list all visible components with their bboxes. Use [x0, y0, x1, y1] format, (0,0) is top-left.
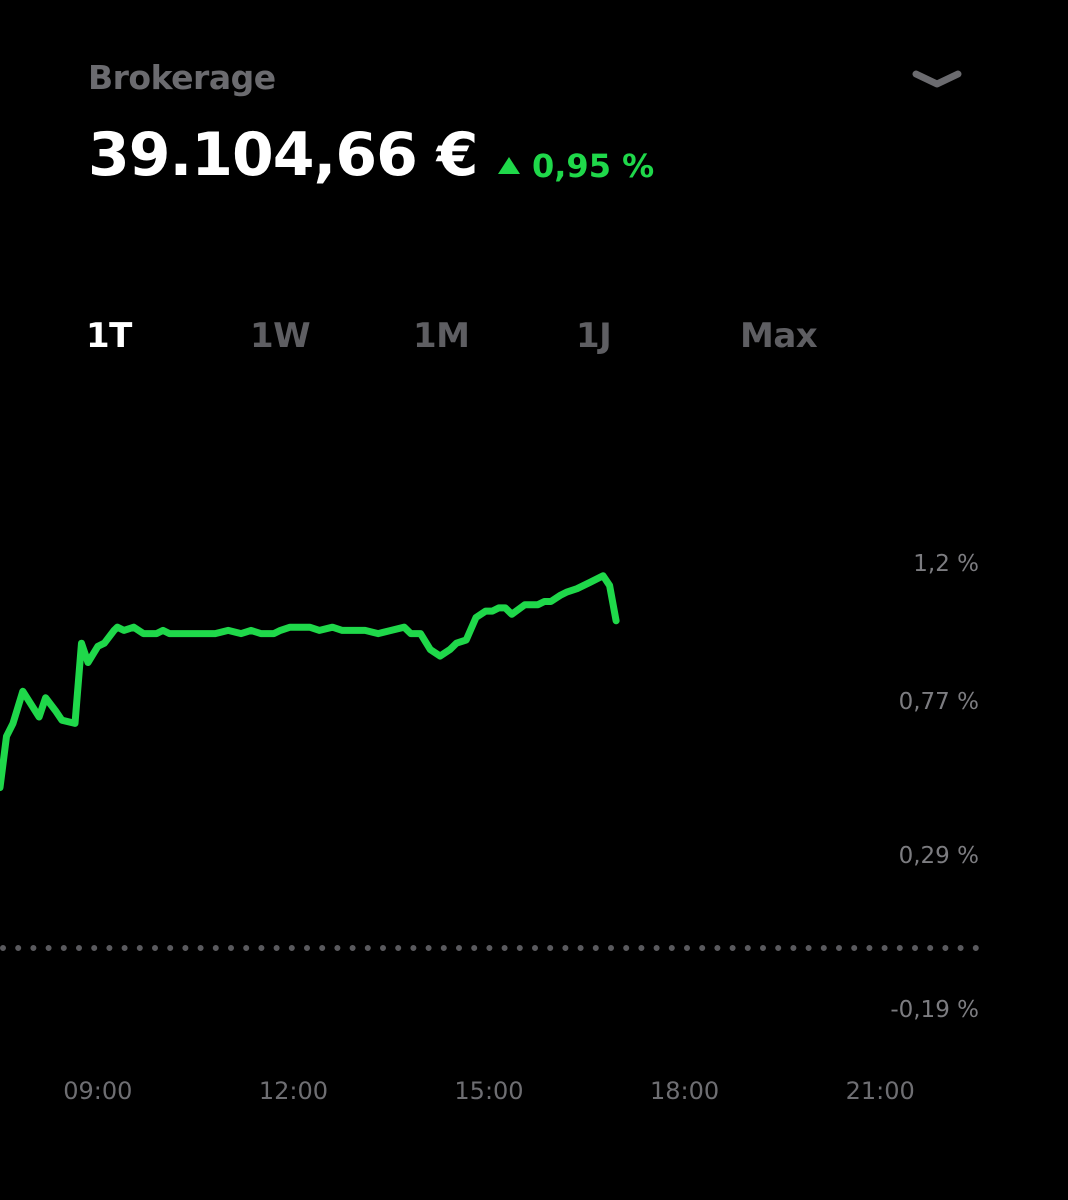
collapse-button[interactable]	[906, 58, 968, 102]
x-tick-label: 09:00	[63, 1077, 132, 1105]
chevron-down-icon	[912, 70, 962, 88]
x-tick-label: 21:00	[846, 1077, 915, 1105]
tab-range-1m[interactable]: 1M	[413, 316, 470, 356]
tab-range-1j[interactable]: 1J	[576, 316, 612, 356]
daily-change-value: 0,95 %	[532, 147, 655, 185]
x-tick-label: 15:00	[454, 1077, 523, 1105]
tab-range-max[interactable]: Max	[740, 316, 818, 356]
triangle-up-icon	[498, 156, 520, 174]
y-tick-label: 0,29 %	[899, 843, 979, 869]
y-tick-label: 1,2 %	[913, 551, 979, 577]
x-tick-label: 12:00	[259, 1077, 328, 1105]
y-tick-label: -0,19 %	[890, 997, 979, 1023]
daily-change: 0,95 %	[498, 146, 654, 186]
portfolio-balance: 39.104,66 €	[88, 120, 478, 190]
tab-range-1t[interactable]: 1T	[86, 316, 132, 356]
x-tick-label: 18:00	[650, 1077, 719, 1105]
tab-range-1w[interactable]: 1W	[250, 316, 311, 356]
y-tick-label: 0,77 %	[899, 689, 979, 715]
account-label: Brokerage	[88, 58, 276, 97]
series-line	[0, 572, 620, 792]
